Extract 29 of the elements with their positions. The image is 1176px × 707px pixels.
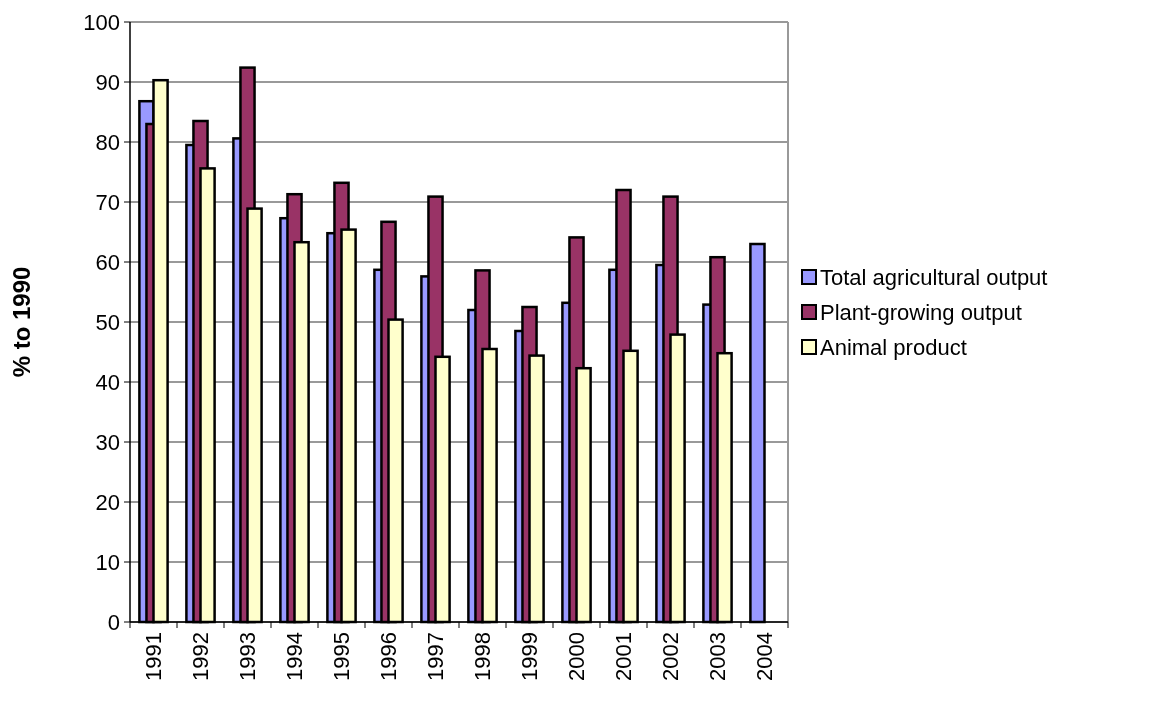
x-tick-label: 2003 [705, 632, 730, 681]
legend-label: Plant-growing output [820, 299, 1022, 325]
y-tick-label: 50 [95, 309, 120, 335]
y-tick-label: 90 [95, 69, 120, 95]
x-tick-label: 2002 [658, 632, 683, 681]
y-tick-label: 40 [95, 369, 120, 395]
y-tick-label: 100 [83, 9, 120, 35]
x-tick-label: 1993 [235, 632, 260, 681]
x-tick-label: 1999 [517, 632, 542, 681]
x-tick-label: 1992 [188, 632, 213, 681]
y-tick-label: 0 [107, 609, 120, 635]
x-tick-label: 1998 [470, 632, 495, 681]
x-tick-label: 1994 [282, 632, 307, 681]
x-tick-label: 2000 [564, 632, 589, 681]
y-tick-label: 10 [95, 549, 120, 575]
x-tick-label: 1995 [329, 632, 354, 681]
x-tick-label: 1996 [376, 632, 401, 681]
y-tick-label: 70 [95, 189, 120, 215]
y-tick-label: 20 [95, 489, 120, 515]
x-tick-label: 2004 [752, 632, 777, 681]
x-tick-label: 1997 [423, 632, 448, 681]
x-tick-label: 2001 [611, 632, 636, 681]
y-tick-label: 30 [95, 429, 120, 455]
legend-label: Animal product [820, 334, 967, 360]
y-axis-title: % to 1990 [8, 266, 35, 378]
y-tick-label: 80 [95, 129, 120, 155]
legend-label: Total agricultural output [820, 264, 1048, 290]
y-tick-label: 60 [95, 249, 120, 275]
x-tick-label: 1991 [141, 632, 166, 681]
